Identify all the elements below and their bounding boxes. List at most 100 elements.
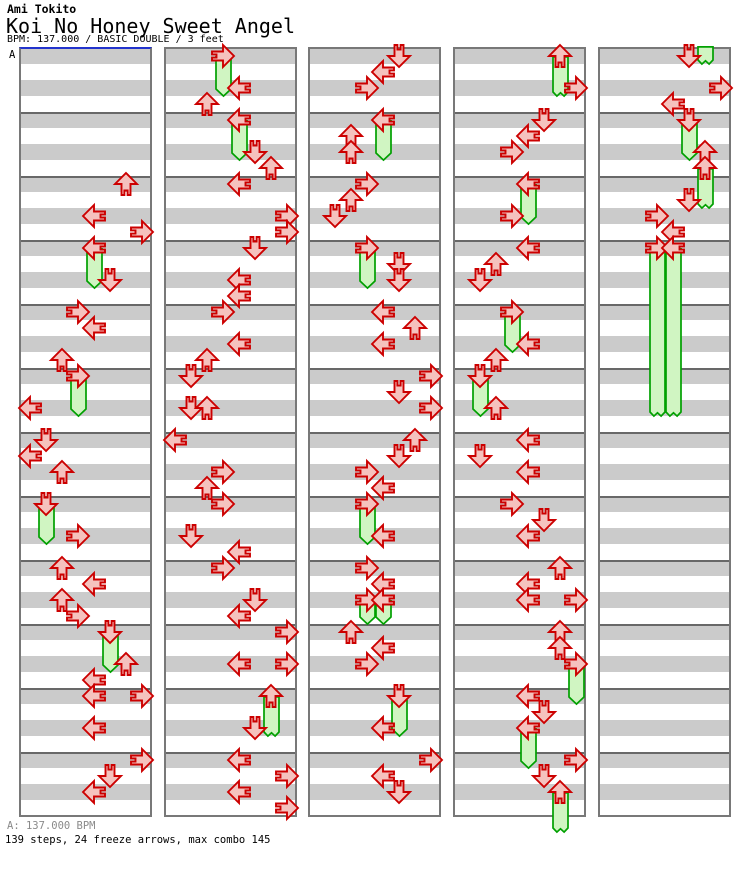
measure-line bbox=[455, 432, 584, 434]
measure-line bbox=[600, 240, 729, 242]
measure-line bbox=[600, 752, 729, 754]
measure-line bbox=[310, 432, 439, 434]
beat-stripe bbox=[21, 144, 150, 160]
step-arrow-up bbox=[48, 459, 76, 484]
step-arrow-down bbox=[241, 588, 269, 613]
step-arrow-down bbox=[96, 268, 124, 293]
measure-line bbox=[166, 752, 295, 754]
step-arrow-left bbox=[515, 170, 540, 198]
measure-line bbox=[310, 560, 439, 562]
step-arrow-left bbox=[81, 714, 106, 742]
step-arrow-right bbox=[500, 298, 525, 326]
step-arrow-down bbox=[32, 492, 60, 517]
step-arrow-up bbox=[112, 171, 140, 196]
beat-stripe bbox=[600, 592, 729, 608]
step-arrow-left bbox=[81, 314, 106, 342]
beat-stripe bbox=[600, 720, 729, 736]
step-arrow-left bbox=[370, 586, 395, 614]
beat-stripe bbox=[310, 752, 439, 768]
beat-stripe bbox=[21, 560, 150, 576]
measure-line bbox=[21, 176, 150, 178]
measure-line bbox=[310, 240, 439, 242]
step-arrow-right bbox=[130, 746, 155, 774]
measure-line bbox=[600, 112, 729, 114]
measure-line bbox=[455, 624, 584, 626]
step-arrow-down bbox=[241, 236, 269, 261]
step-arrow-right bbox=[645, 234, 670, 262]
measure-line bbox=[310, 752, 439, 754]
beat-stripe bbox=[166, 208, 295, 224]
beat-stripe bbox=[600, 656, 729, 672]
beat-stripe bbox=[455, 752, 584, 768]
step-arrow-right bbox=[66, 298, 91, 326]
measure-line bbox=[310, 688, 439, 690]
measure-line bbox=[455, 176, 584, 178]
beat-stripe bbox=[310, 368, 439, 384]
step-arrow-down bbox=[385, 268, 413, 293]
step-arrow-up bbox=[193, 395, 221, 420]
measure-line bbox=[310, 112, 439, 114]
step-arrow-right bbox=[130, 682, 155, 710]
step-arrow-down bbox=[675, 108, 703, 133]
step-arrow-down bbox=[241, 716, 269, 741]
beat-stripe bbox=[600, 496, 729, 512]
step-arrow-right bbox=[355, 74, 380, 102]
step-arrow-left bbox=[226, 170, 251, 198]
step-arrow-right bbox=[211, 490, 236, 518]
step-arrow-down bbox=[530, 508, 558, 533]
beat-stripe bbox=[310, 144, 439, 160]
beat-stripe bbox=[600, 624, 729, 640]
step-arrow-up bbox=[193, 347, 221, 372]
section-label: A bbox=[9, 49, 16, 61]
step-arrow-up bbox=[482, 395, 510, 420]
step-arrow-right bbox=[355, 458, 380, 486]
step-arrow-left bbox=[226, 650, 251, 678]
step-arrow-up bbox=[257, 155, 285, 180]
step-arrow-right bbox=[419, 746, 444, 774]
step-arrow-down bbox=[177, 524, 205, 549]
step-arrow-right bbox=[355, 170, 380, 198]
step-arrow-right bbox=[211, 554, 236, 582]
step-arrow-right bbox=[355, 586, 380, 614]
measure-line bbox=[455, 304, 584, 306]
step-arrow-down bbox=[675, 44, 703, 69]
beat-stripe bbox=[21, 592, 150, 608]
step-arrow-down bbox=[385, 380, 413, 405]
measure-line bbox=[310, 368, 439, 370]
step-arrow-right bbox=[211, 42, 236, 70]
step-arrow-left bbox=[226, 282, 251, 310]
step-arrow-left bbox=[81, 778, 106, 806]
step-arrow-up bbox=[546, 779, 574, 804]
step-arrow-down bbox=[530, 700, 558, 725]
step-arrow-left bbox=[660, 90, 685, 118]
step-arrow-down bbox=[177, 364, 205, 389]
step-arrow-left bbox=[81, 234, 106, 262]
step-arrow-down bbox=[96, 620, 124, 645]
beat-stripe bbox=[310, 400, 439, 416]
step-arrow-left bbox=[370, 762, 395, 790]
step-arrow-down bbox=[32, 428, 60, 453]
step-arrow-left bbox=[515, 522, 540, 550]
step-arrow-left bbox=[515, 122, 540, 150]
step-arrow-right bbox=[355, 554, 380, 582]
step-arrow-up bbox=[48, 347, 76, 372]
chart-details: BPM: 137.000 / BASIC DOUBLE / 3 feet bbox=[7, 34, 224, 45]
step-arrow-up bbox=[337, 139, 365, 164]
step-arrow-left bbox=[515, 458, 540, 486]
step-arrow-down bbox=[385, 780, 413, 805]
measure-line bbox=[166, 624, 295, 626]
measure-line bbox=[455, 496, 584, 498]
step-arrow-right bbox=[645, 202, 670, 230]
step-arrow-right bbox=[275, 618, 300, 646]
step-arrow-right bbox=[66, 522, 91, 550]
measure-line bbox=[455, 560, 584, 562]
measure-line bbox=[310, 176, 439, 178]
step-arrow-right bbox=[130, 218, 155, 246]
footer-section-bpm: A: 137.000 BPM bbox=[7, 820, 96, 832]
measure-line bbox=[455, 688, 584, 690]
measure-line bbox=[21, 752, 150, 754]
measure-line bbox=[21, 112, 150, 114]
step-arrow-down bbox=[530, 764, 558, 789]
step-arrow-right bbox=[355, 490, 380, 518]
step-arrow-left bbox=[515, 234, 540, 262]
